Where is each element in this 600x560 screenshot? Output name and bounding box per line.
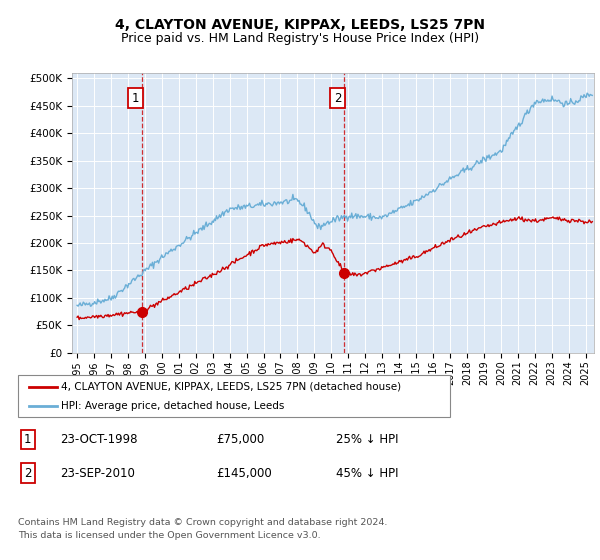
Text: 45% ↓ HPI: 45% ↓ HPI [336,466,398,480]
Text: 25% ↓ HPI: 25% ↓ HPI [336,433,398,446]
FancyBboxPatch shape [18,375,450,417]
Text: 1: 1 [24,433,32,446]
Text: 1: 1 [132,91,139,105]
Text: 4, CLAYTON AVENUE, KIPPAX, LEEDS, LS25 7PN (detached house): 4, CLAYTON AVENUE, KIPPAX, LEEDS, LS25 7… [61,381,401,391]
Text: 23-SEP-2010: 23-SEP-2010 [60,466,135,480]
Text: £75,000: £75,000 [216,433,264,446]
Text: HPI: Average price, detached house, Leeds: HPI: Average price, detached house, Leed… [61,401,284,411]
Text: Price paid vs. HM Land Registry's House Price Index (HPI): Price paid vs. HM Land Registry's House … [121,31,479,45]
Text: Contains HM Land Registry data © Crown copyright and database right 2024.
This d: Contains HM Land Registry data © Crown c… [18,518,388,540]
Text: 2: 2 [334,91,341,105]
Text: 23-OCT-1998: 23-OCT-1998 [60,433,137,446]
Text: 2: 2 [24,466,32,480]
Text: 4, CLAYTON AVENUE, KIPPAX, LEEDS, LS25 7PN: 4, CLAYTON AVENUE, KIPPAX, LEEDS, LS25 7… [115,18,485,32]
Text: £145,000: £145,000 [216,466,272,480]
